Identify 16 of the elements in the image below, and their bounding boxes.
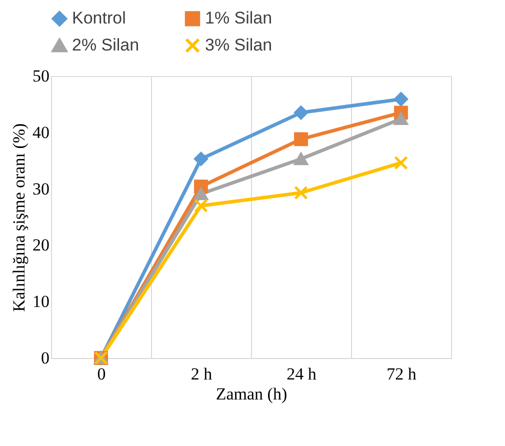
y-tick-label: 40 [32, 122, 50, 142]
x-axis-title: Zaman (h) [216, 384, 288, 404]
legend-label: 3% Silan [205, 36, 272, 54]
y-tick-label: 10 [32, 292, 50, 312]
y-tick-label: 0 [41, 348, 50, 368]
x-tick-label: 0 [97, 364, 106, 384]
legend-label: 2% Silan [72, 36, 140, 54]
y-tick-label: 30 [32, 179, 50, 198]
x-tick-label: 2 h [190, 364, 213, 384]
y-axis-title: Kalınlığına şişme oranı (%) [10, 123, 28, 312]
x-tick-label: 24 h [286, 364, 317, 384]
legend-label: 1% Silan [205, 8, 272, 28]
legend-label: Kontrol [72, 8, 126, 28]
y-tick-label: 20 [32, 236, 50, 255]
x-tick-label: 72 h [386, 364, 417, 384]
y-tick-label: 50 [32, 66, 50, 86]
